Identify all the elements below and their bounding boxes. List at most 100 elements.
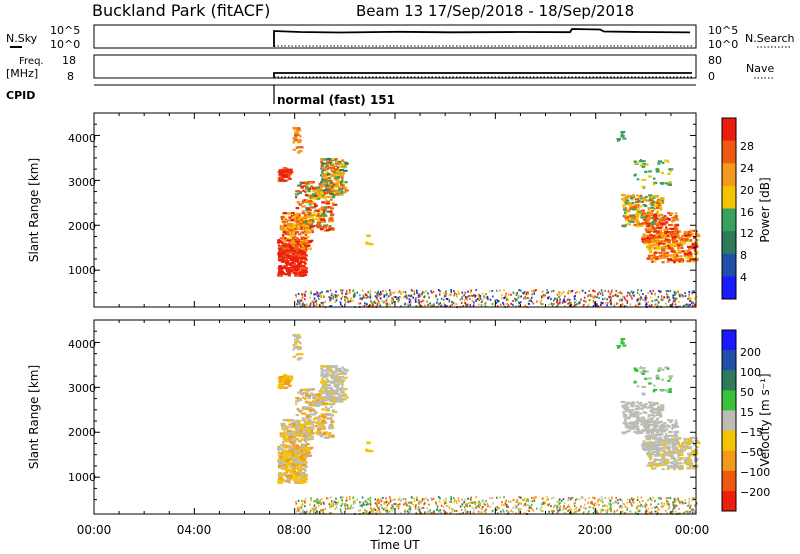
nsky-tick-bottom: 10^0 — [50, 38, 80, 51]
power-cell — [317, 189, 320, 192]
velocity-cell — [328, 427, 333, 430]
power-cell — [321, 166, 325, 169]
power-cell — [335, 295, 338, 297]
velocity-cell — [653, 415, 656, 418]
power-cell — [659, 221, 665, 224]
velocity-cell — [623, 418, 627, 421]
power-cell — [684, 295, 687, 298]
power-cell — [289, 247, 294, 251]
power-cell — [646, 163, 649, 166]
power-cell — [647, 208, 651, 211]
velocity-cell — [655, 413, 660, 416]
power-cell — [376, 292, 378, 295]
power-cell — [400, 293, 402, 295]
velocity-cell — [280, 376, 284, 379]
power-cell — [667, 290, 669, 293]
velocity-cell — [302, 476, 306, 480]
power-cell — [671, 232, 677, 235]
power-cell — [286, 255, 292, 258]
power-cell — [638, 160, 644, 163]
power-cell — [322, 303, 325, 306]
velocity-cell — [631, 425, 637, 428]
velocity-cell — [328, 512, 331, 515]
power-cell — [488, 290, 491, 293]
velocity-cell — [641, 429, 646, 432]
power-cell — [287, 172, 292, 175]
velocity-cell — [279, 444, 284, 447]
power-cell — [650, 292, 653, 295]
velocity-cell — [663, 422, 667, 425]
power-cell — [303, 184, 306, 187]
velocity-cell — [311, 507, 314, 510]
nave-tick-top: 80 — [708, 54, 722, 67]
velocity-cell — [635, 423, 639, 426]
velocity-cell — [328, 432, 332, 435]
power-cell — [404, 303, 406, 306]
power-cell — [310, 202, 315, 205]
velocity-cell — [329, 506, 331, 509]
power-cell — [359, 297, 362, 300]
power-cell — [604, 290, 606, 292]
power-cell — [651, 241, 656, 244]
power-cell — [514, 297, 516, 300]
velocity-cell — [308, 394, 312, 397]
power-cell — [624, 213, 628, 216]
velocity-cell — [677, 443, 680, 446]
velocity-cell — [277, 447, 282, 450]
velocity-cell — [323, 369, 328, 372]
power-cell — [623, 305, 626, 308]
velocity-cell — [294, 338, 299, 341]
power-cell — [284, 232, 288, 236]
power-cell — [328, 225, 332, 228]
velocity-cell — [694, 511, 696, 514]
power-cell — [305, 227, 310, 231]
power-cell — [654, 303, 657, 306]
velocity-cell — [280, 434, 285, 437]
velocity-cell — [341, 385, 344, 388]
power-cell — [320, 214, 325, 217]
velocity-cell — [531, 503, 533, 506]
velocity-cell — [334, 390, 339, 393]
power-cell — [321, 191, 327, 194]
velocity-cell — [319, 431, 322, 434]
power-cell — [453, 294, 455, 297]
power-cell — [666, 217, 669, 220]
velocity-cell — [292, 431, 296, 434]
velocity-cell — [642, 370, 647, 373]
power-cell — [463, 299, 466, 302]
velocity-cell — [620, 341, 624, 344]
power-cell — [339, 183, 344, 186]
velocity-cell — [573, 504, 576, 507]
velocity-cell — [279, 477, 282, 480]
power-cell — [297, 299, 299, 302]
power-cbar-12: 12 — [740, 227, 754, 240]
velocity-cell — [519, 508, 522, 511]
power-cell — [321, 178, 324, 181]
velocity-cell — [320, 421, 325, 424]
velocity-cell — [284, 444, 287, 447]
velocity-cell — [660, 404, 665, 407]
power-cell — [647, 292, 649, 295]
velocity-cell — [280, 452, 283, 455]
velocity-cell — [658, 496, 660, 499]
velocity-cell — [597, 512, 600, 515]
power-cell — [674, 293, 676, 296]
power-cell — [647, 254, 653, 257]
power-cell — [661, 236, 666, 239]
velocity-cell — [309, 503, 311, 506]
power-cell — [546, 289, 548, 292]
velocity-cell — [621, 432, 627, 435]
velocity-cell — [631, 504, 633, 507]
power-cell — [692, 301, 694, 304]
power-cell — [439, 302, 442, 305]
power-cell — [343, 169, 348, 172]
power-cell — [297, 262, 302, 265]
power-cell — [319, 305, 322, 308]
velocity-cell — [288, 478, 292, 481]
power-cell — [283, 179, 286, 183]
power-cell — [508, 293, 510, 296]
velocity-cell — [667, 451, 670, 455]
velocity-cell — [677, 452, 680, 455]
velocity-cell — [303, 468, 307, 471]
velocity-cell — [278, 466, 282, 469]
